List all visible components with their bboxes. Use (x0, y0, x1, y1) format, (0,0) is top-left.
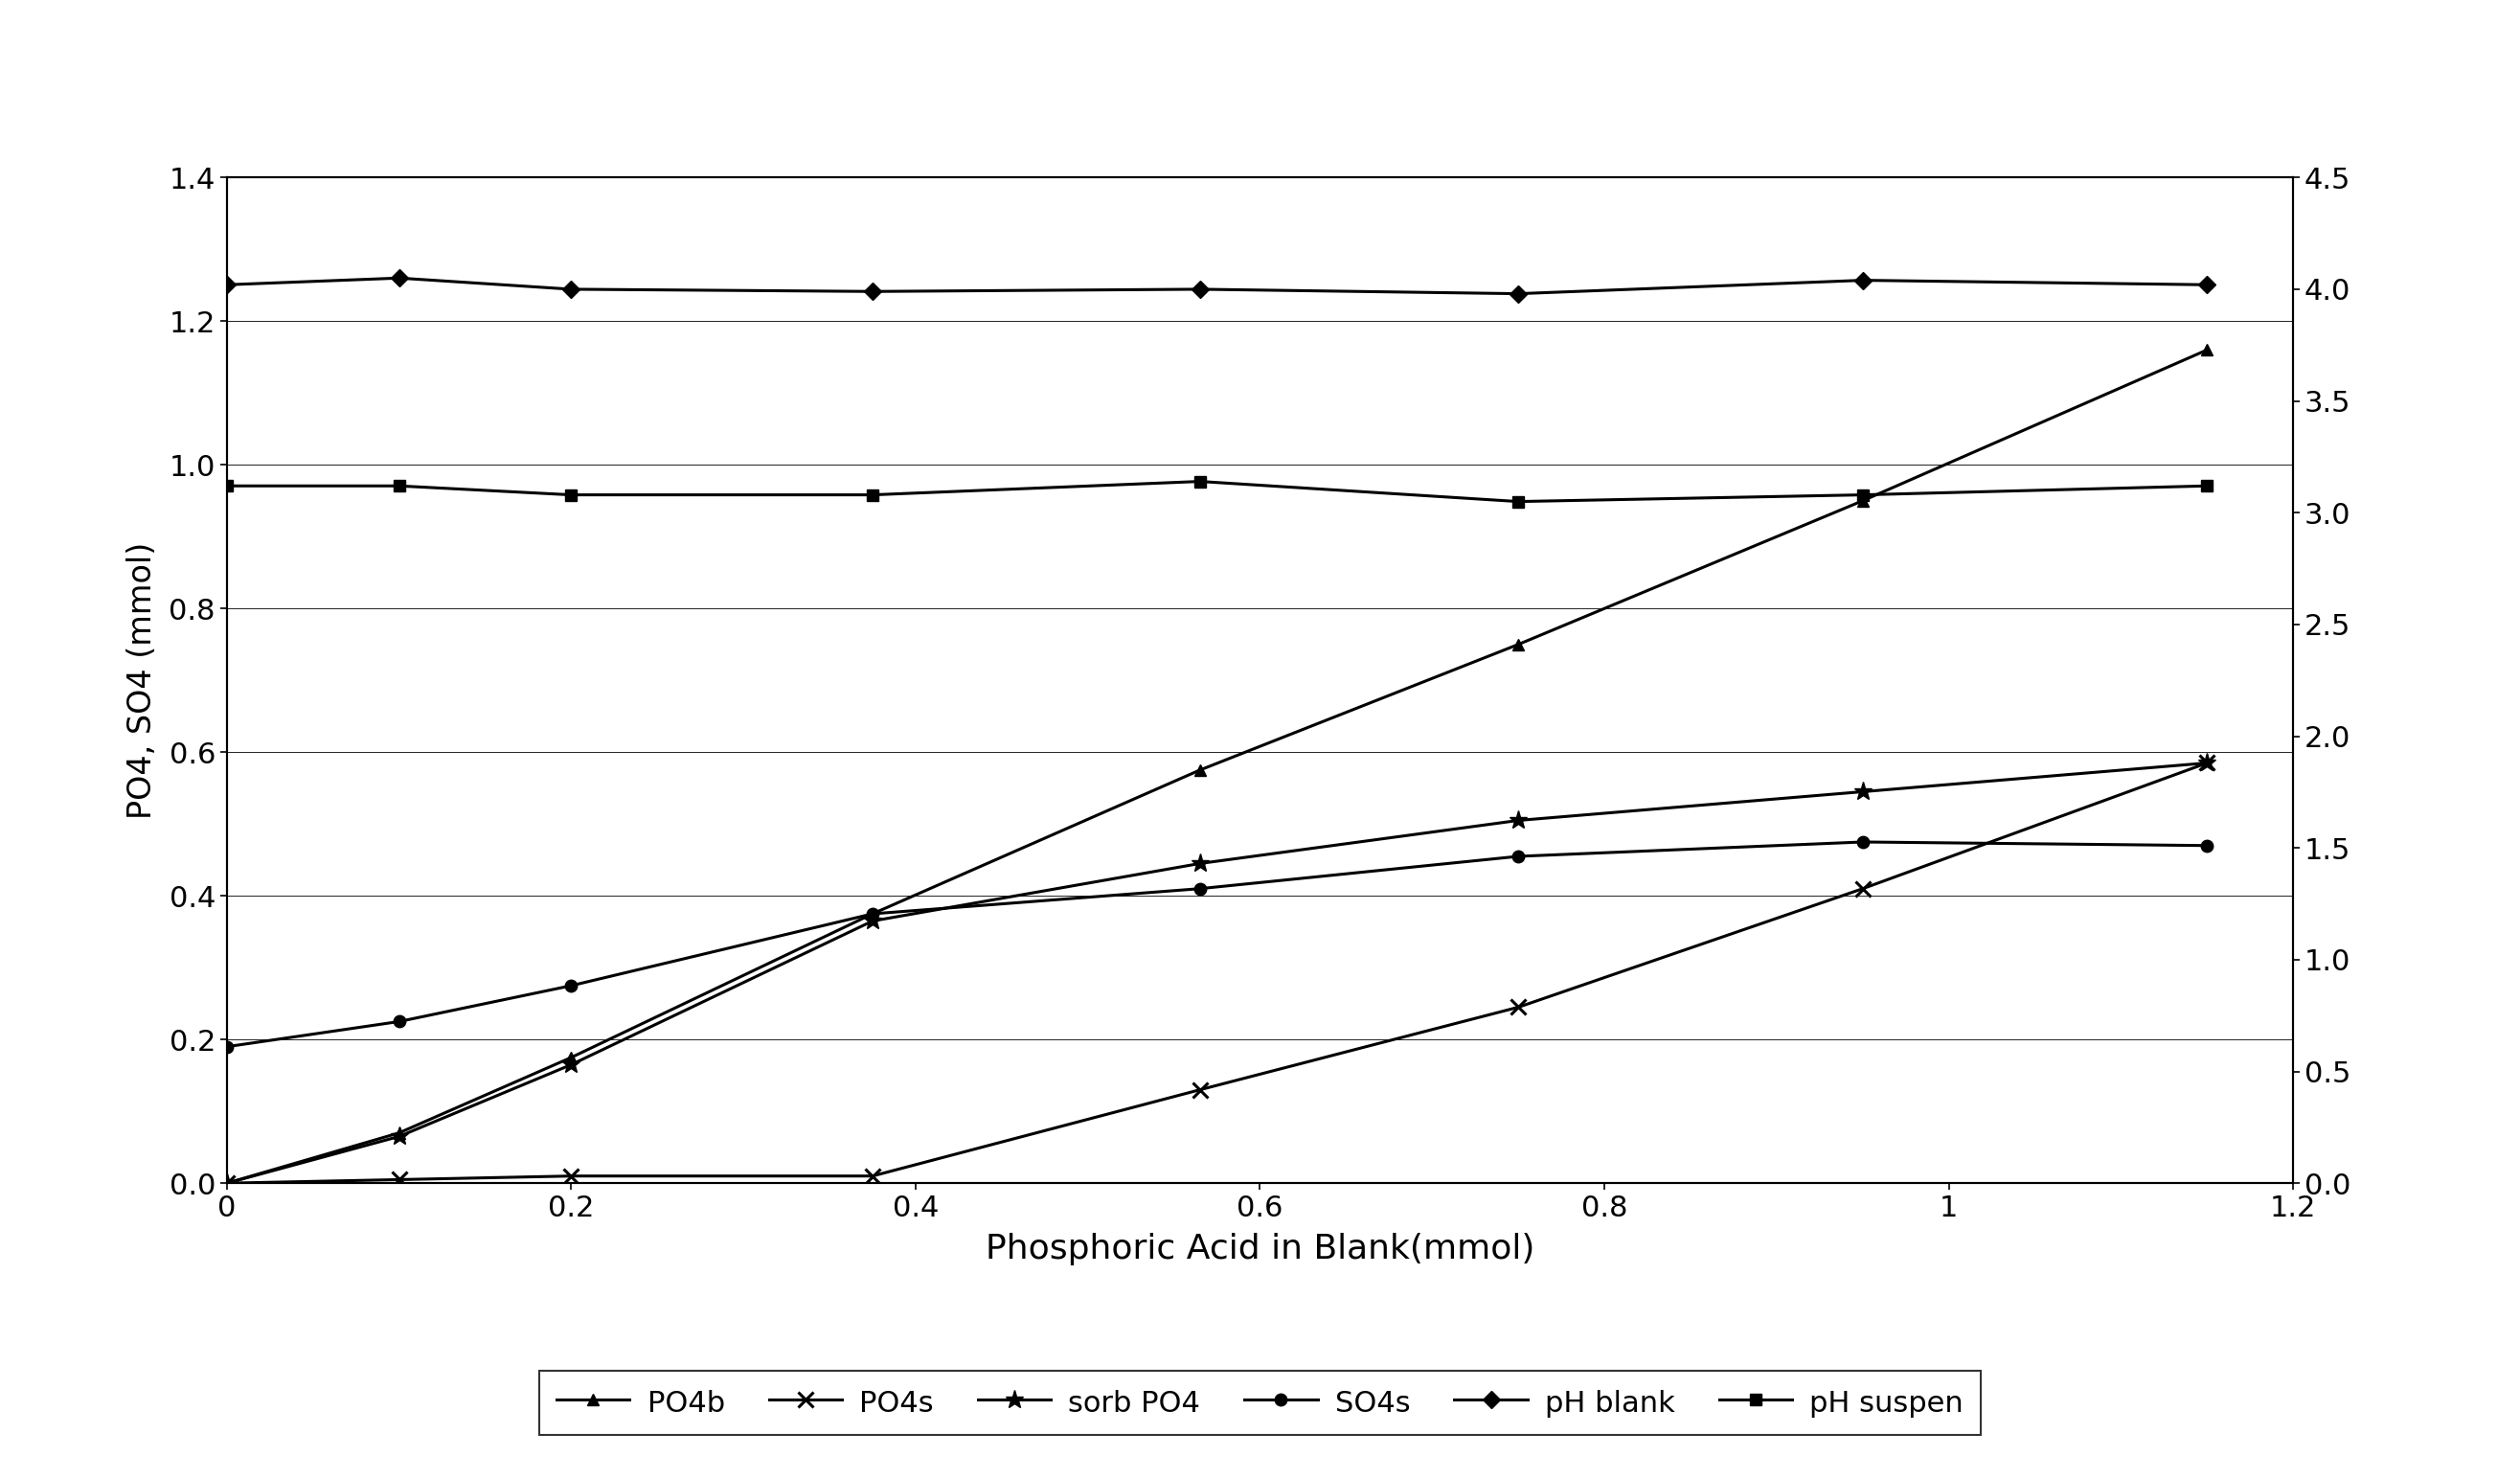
pH blank (1184, 281, 1215, 299)
sorb PO4 (1847, 782, 1877, 800)
sorb PO4 (557, 1056, 587, 1074)
Line: sorb PO4: sorb PO4 (217, 754, 2218, 1192)
Legend: PO4b, PO4s, sorb PO4, SO4s, pH blank, pH suspen: PO4b, PO4s, sorb PO4, SO4s, pH blank, pH… (539, 1371, 1981, 1435)
PO4s (2192, 754, 2223, 772)
PO4b (857, 905, 887, 923)
SO4s (383, 1013, 413, 1031)
pH blank (1502, 285, 1532, 303)
SO4s (212, 1038, 242, 1056)
sorb PO4 (1184, 855, 1215, 873)
X-axis label: Phosphoric Acid in Blank(mmol): Phosphoric Acid in Blank(mmol) (985, 1233, 1535, 1266)
PO4b (1184, 762, 1215, 779)
PO4s (383, 1171, 413, 1189)
PO4b (2192, 342, 2223, 359)
PO4s (1502, 998, 1532, 1016)
pH suspen (383, 478, 413, 495)
PO4s (857, 1167, 887, 1185)
pH suspen (857, 487, 887, 504)
PO4b (1847, 493, 1877, 510)
SO4s (1184, 880, 1215, 898)
Line: PO4b: PO4b (222, 345, 2213, 1189)
SO4s (1502, 847, 1532, 865)
Y-axis label: PO4, SO4 (mmol): PO4, SO4 (mmol) (126, 541, 159, 819)
sorb PO4 (2192, 754, 2223, 772)
pH suspen (2192, 478, 2223, 495)
PO4s (1184, 1081, 1215, 1099)
pH suspen (557, 487, 587, 504)
PO4s (212, 1174, 242, 1192)
sorb PO4 (857, 913, 887, 930)
pH suspen (1847, 487, 1877, 504)
pH suspen (1184, 473, 1215, 491)
sorb PO4 (1502, 812, 1532, 830)
pH blank (383, 269, 413, 287)
pH blank (212, 277, 242, 294)
SO4s (2192, 837, 2223, 855)
SO4s (857, 905, 887, 923)
PO4b (557, 1049, 587, 1066)
Line: PO4s: PO4s (219, 754, 2215, 1191)
PO4b (383, 1124, 413, 1142)
Line: pH suspen: pH suspen (222, 475, 2213, 507)
pH blank (857, 282, 887, 300)
pH blank (1847, 272, 1877, 290)
pH suspen (212, 478, 242, 495)
SO4s (557, 976, 587, 994)
SO4s (1847, 833, 1877, 850)
sorb PO4 (212, 1174, 242, 1192)
pH suspen (1502, 493, 1532, 510)
PO4b (212, 1174, 242, 1192)
Line: SO4s: SO4s (222, 836, 2213, 1053)
sorb PO4 (383, 1127, 413, 1145)
PO4b (1502, 636, 1532, 654)
PO4s (557, 1167, 587, 1185)
Line: pH blank: pH blank (222, 272, 2213, 300)
pH blank (2192, 277, 2223, 294)
pH blank (557, 281, 587, 299)
PO4s (1847, 880, 1877, 898)
